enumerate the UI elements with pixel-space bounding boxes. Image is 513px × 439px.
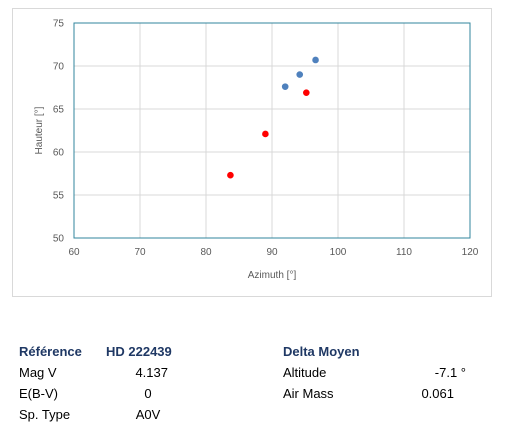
data-point-series-2 [262,130,269,138]
y-tick-label: 55 [53,191,65,202]
altitude-label: Altitude [283,365,327,380]
ebv-value: 0 [144,386,152,401]
y-tick-label: 70 [53,62,65,73]
x-tick-label: 90 [266,247,278,258]
x-axis-title: Azimuth [°] [248,270,297,281]
x-tick-label: 80 [200,247,212,258]
y-tick-label: 60 [53,148,65,159]
y-tick-label: 75 [53,19,65,30]
air-mass-label: Air Mass [283,386,334,401]
mag-v-value: 4.137 [135,365,168,380]
x-tick-label: 110 [396,247,412,258]
delta-moyen-heading: Delta Moyen [283,344,360,359]
y-tick-label: 50 [53,234,65,245]
mag-v-label: Mag V [19,365,57,380]
x-tick-label: 120 [462,247,479,258]
data-point-series-1 [281,83,289,90]
data-point-series-1 [312,56,319,64]
x-tick-label: 100 [330,247,347,258]
ebv-label: E(B-V) [19,386,58,401]
altitude-value: -7.1 ° [434,365,466,380]
data-point-series-2 [303,89,310,96]
y-tick-label: 65 [53,105,65,116]
tick-labels: 50 55 60 65 70 75 60 70 80 90 100 110 120 [53,19,479,259]
data-points [227,56,319,179]
reference-label: Référence [19,344,82,359]
air-mass-value: 0.061 [421,386,454,401]
chart-frame: 50 55 60 65 70 75 60 70 80 90 100 110 120 Azimuth [°… [12,8,492,297]
sp-type-label: Sp. Type [19,407,71,422]
data-point-series-2 [227,171,234,179]
x-tick-label: 70 [134,247,146,258]
data-point-series-1 [296,71,304,78]
x-tick-label: 60 [68,247,80,258]
y-axis-title: Hauteur [°] [34,106,45,154]
reference-value: HD 222439 [106,344,172,359]
plot-area-border [73,22,471,239]
scatter-chart: 50 55 60 65 70 75 60 70 80 90 100 110 120 Azimuth [°… [34,19,479,282]
sp-type-value: A0V [135,407,161,422]
grid-layer [74,23,470,238]
